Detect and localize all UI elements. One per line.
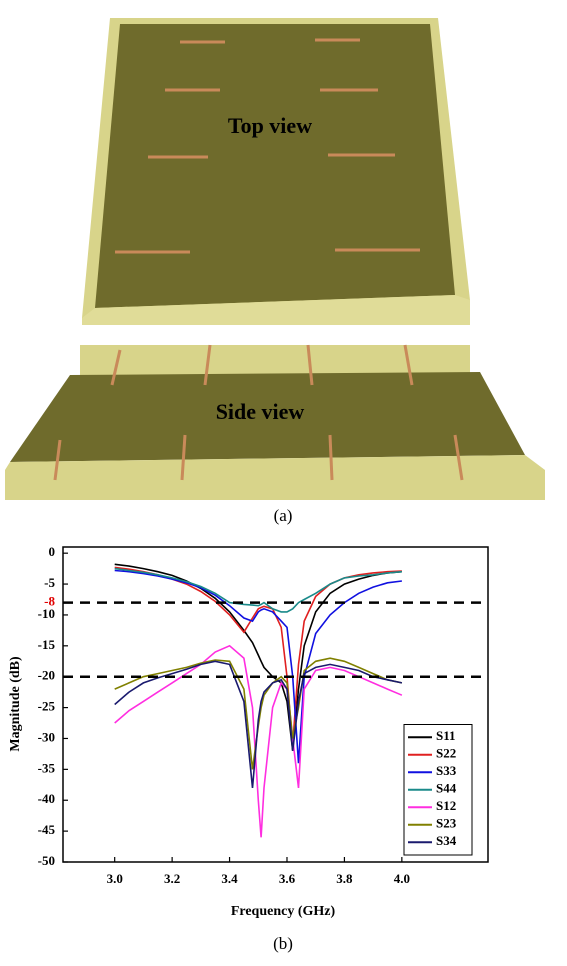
- legend-label: S12: [436, 798, 456, 813]
- x-tick-label: 3.0: [107, 871, 123, 886]
- series-line: [114, 657, 403, 770]
- plot-frame: [62, 546, 489, 863]
- panel-label: (b): [273, 934, 293, 953]
- panel-label: (a): [274, 506, 293, 525]
- legend-label: S22: [436, 746, 456, 761]
- legend-label: S33: [436, 763, 457, 778]
- series-line: [114, 660, 403, 788]
- y-tick-label: -15: [38, 637, 56, 652]
- x-tick-label: 3.2: [164, 871, 180, 886]
- y-tick-label: 0: [49, 544, 56, 559]
- y-tick-label: -50: [38, 853, 55, 868]
- legend-label: S34: [436, 833, 457, 848]
- series-line: [114, 644, 403, 838]
- legend-label: S44: [436, 781, 457, 796]
- y-tick-label: -30: [38, 729, 55, 744]
- y-tick-label: -10: [38, 606, 55, 621]
- y-tick-label: -20: [38, 668, 55, 683]
- series-line: [114, 569, 402, 764]
- x-tick-label: 3.4: [221, 871, 238, 886]
- reference-label: -8: [44, 594, 55, 609]
- top-view-label: Top view: [228, 113, 312, 138]
- x-axis-label: Frequency (GHz): [231, 904, 336, 919]
- legend-label: S11: [436, 728, 456, 743]
- top-board-photo: Top view: [82, 18, 470, 325]
- side-board-photo: Side view: [5, 344, 545, 500]
- y-tick-label: -5: [44, 575, 55, 590]
- y-tick-label: -40: [38, 791, 55, 806]
- y-tick-label: -35: [38, 760, 56, 775]
- side-view-label: Side view: [216, 399, 305, 424]
- x-tick-label: 3.6: [279, 871, 296, 886]
- y-tick-label: -45: [38, 822, 56, 837]
- series-line: [114, 563, 402, 751]
- x-tick-label: 3.8: [336, 871, 353, 886]
- series-line: [114, 567, 402, 613]
- x-tick-label: 4.0: [394, 871, 410, 886]
- legend-label: S23: [436, 816, 457, 831]
- y-tick-label: -25: [38, 699, 56, 714]
- y-axis-label: Magnitude (dB): [8, 656, 23, 752]
